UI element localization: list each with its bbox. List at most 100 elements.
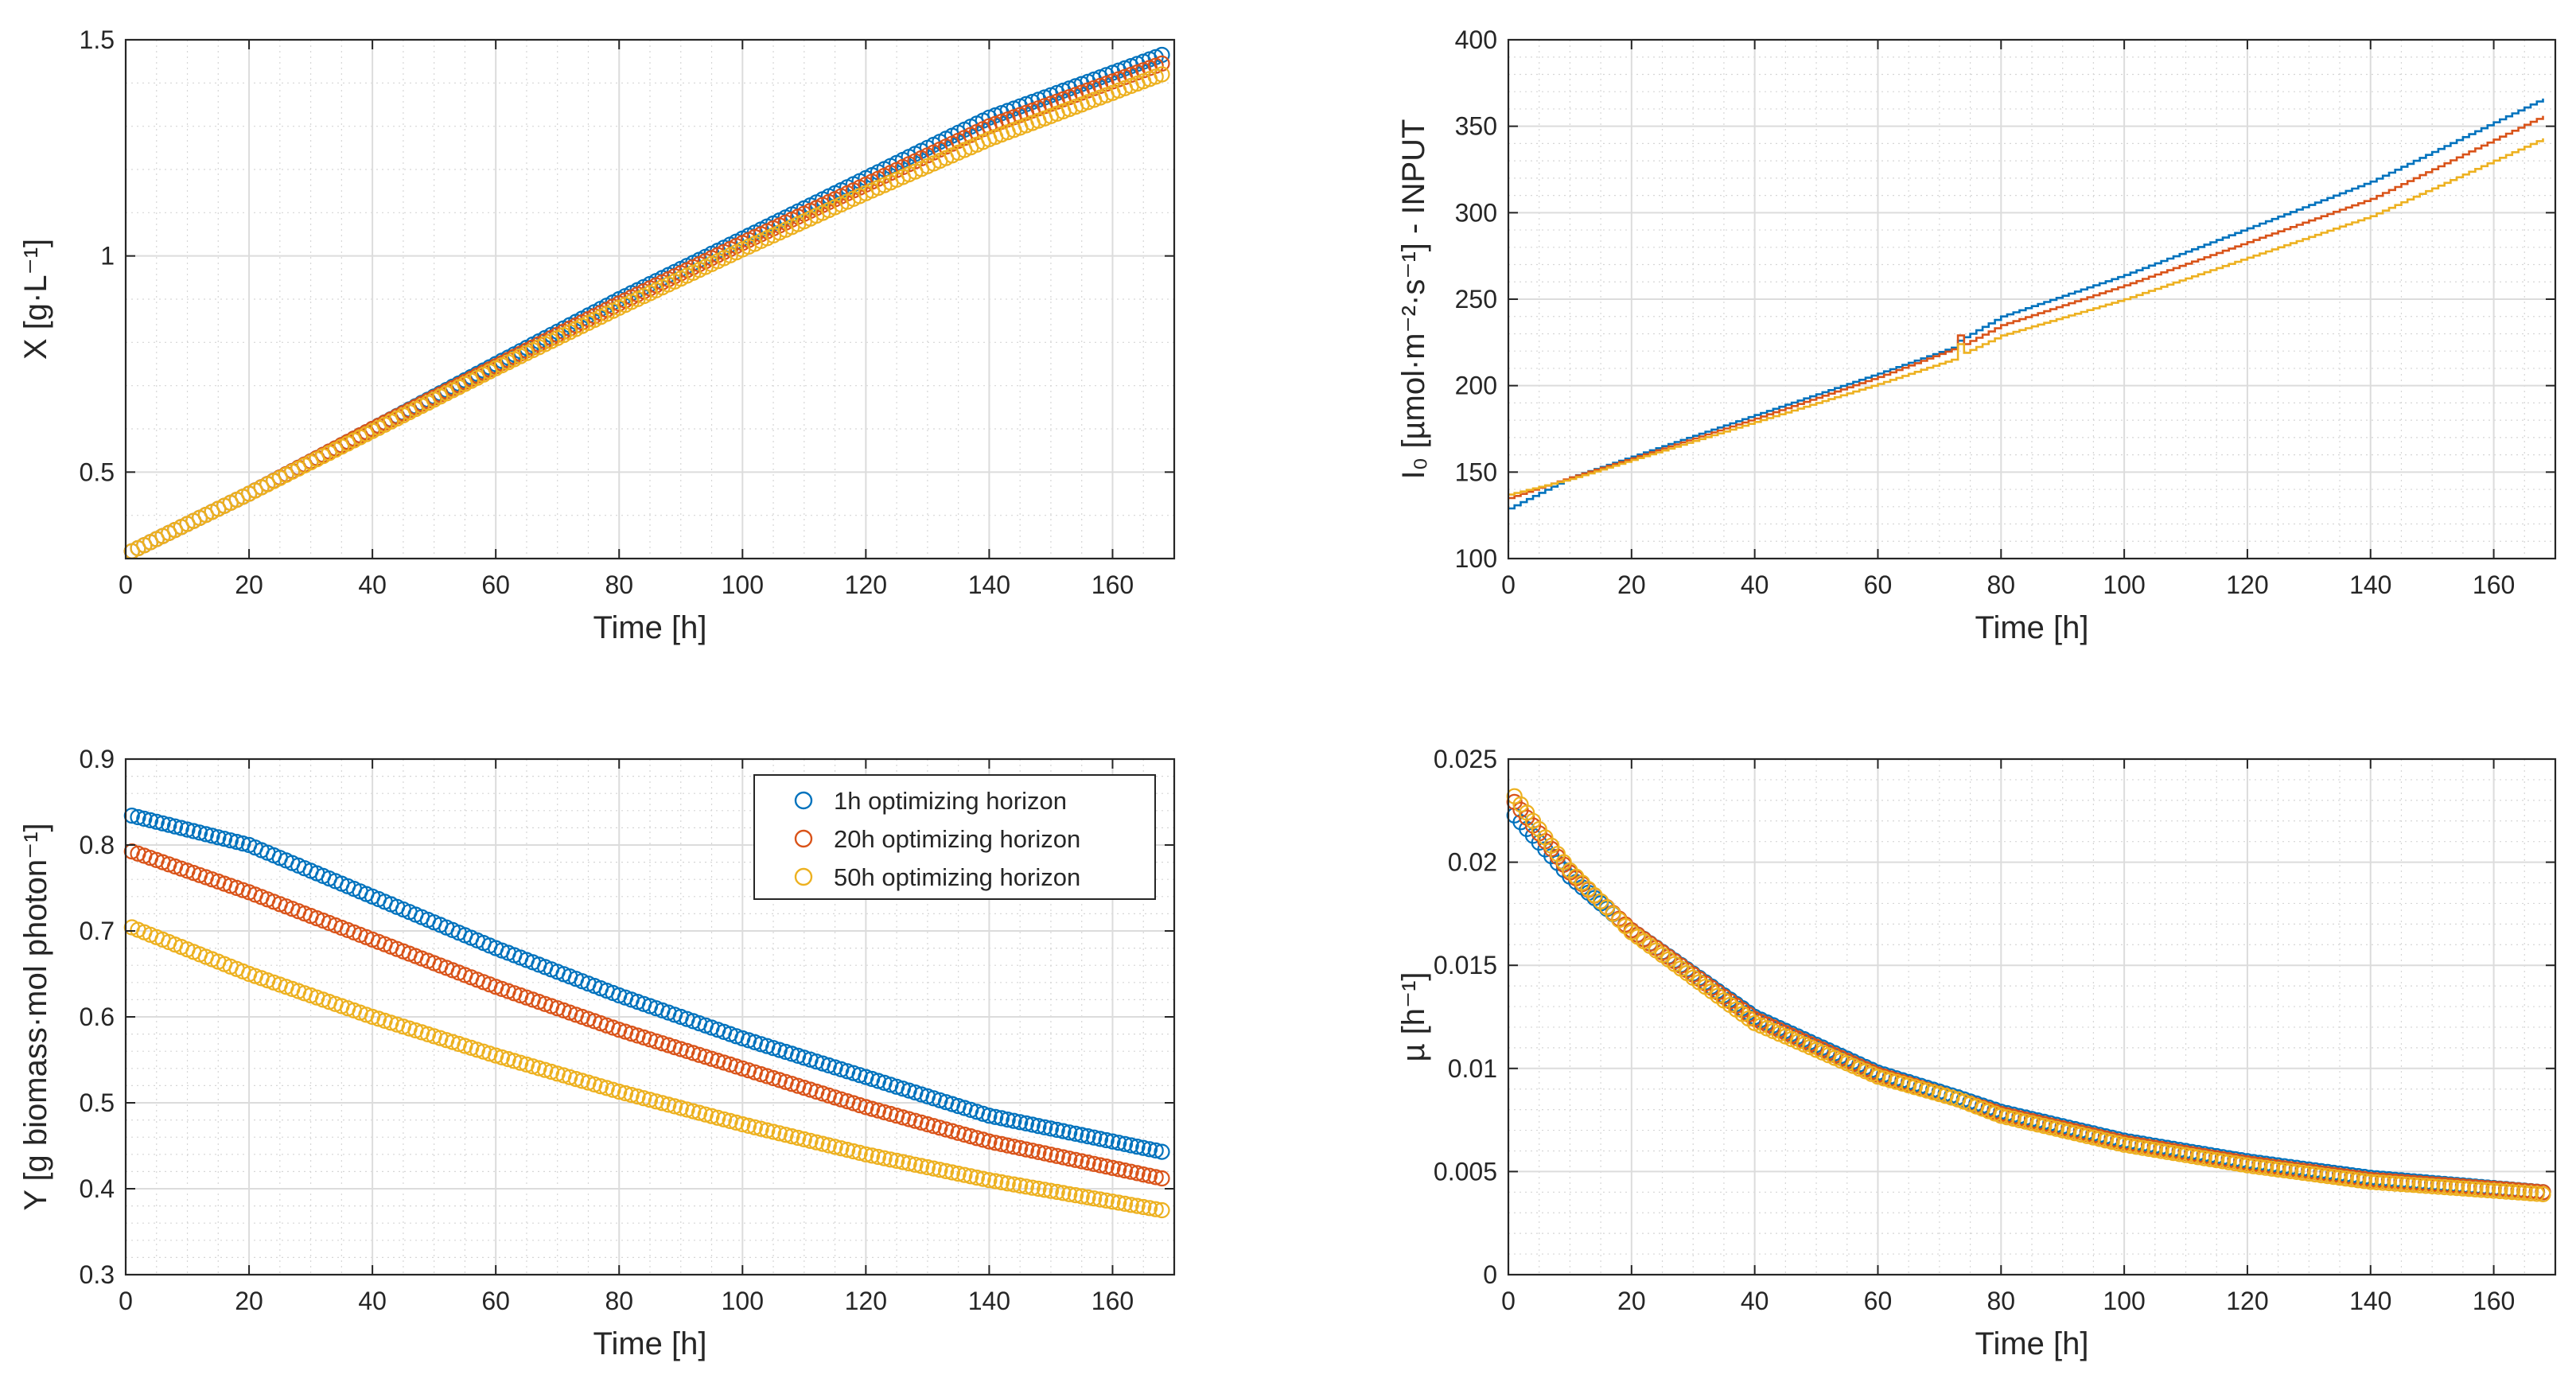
data-point	[2498, 1183, 2515, 1200]
data-point	[567, 1070, 585, 1088]
data-point	[2060, 1123, 2077, 1140]
data-point	[975, 1170, 991, 1187]
data-point	[1037, 1145, 1053, 1162]
data-point	[870, 1148, 887, 1166]
data-point	[2048, 1120, 2065, 1137]
data-point	[993, 1110, 1010, 1127]
data-point	[2177, 1147, 2194, 1163]
data-point	[1073, 1127, 1090, 1143]
data-point	[932, 1162, 948, 1178]
data-point	[1116, 1135, 1134, 1152]
data-point	[142, 812, 159, 829]
y-tick-label: 350	[1455, 112, 1497, 141]
data-point	[759, 1122, 776, 1139]
data-point	[2516, 1185, 2533, 1201]
data-point	[2473, 1182, 2490, 1198]
y-tick-label: 0.5	[80, 458, 115, 486]
legend-entry-label: 1h optimizing horizon	[834, 787, 1067, 815]
x-tick-label: 20	[1617, 1287, 1646, 1315]
x-tick-label: 80	[1986, 570, 2015, 599]
data-point	[1049, 1121, 1065, 1139]
data-point	[2116, 1136, 2133, 1153]
x-tick-label: 100	[722, 1287, 764, 1315]
legend-entry-label: 50h optimizing horizon	[834, 863, 1080, 891]
data-point	[1086, 1190, 1103, 1207]
x-tick-label: 80	[605, 1287, 633, 1315]
data-point	[2029, 1116, 2046, 1133]
data-point	[2011, 1112, 2028, 1129]
data-point	[722, 1112, 738, 1130]
data-point	[2454, 1180, 2471, 1197]
x-tick-label: 160	[1091, 1287, 1134, 1315]
data-point	[1055, 1123, 1072, 1139]
data-point	[987, 1135, 1004, 1151]
data-point	[1123, 1137, 1139, 1154]
data-point	[1012, 1139, 1029, 1157]
data-point	[697, 1106, 714, 1123]
data-point	[1154, 66, 1170, 83]
data-point	[999, 1137, 1016, 1154]
data-point	[1512, 796, 1529, 813]
x-tick-label: 60	[481, 570, 510, 599]
y-tick-label: 1.5	[80, 25, 115, 54]
data-point	[1104, 1194, 1121, 1210]
x-axis-label: Time [h]	[1975, 1326, 2089, 1361]
data-point	[586, 1076, 603, 1093]
y-axis-label: X [g·L⁻¹]	[18, 239, 53, 360]
data-point	[2430, 1178, 2446, 1195]
data-point	[2165, 1144, 2182, 1162]
data-point	[1147, 1142, 1164, 1159]
data-point	[1543, 837, 1560, 855]
data-point	[1080, 1127, 1096, 1145]
y-tick-label: 0.015	[1434, 951, 1497, 979]
data-point	[2054, 1122, 2071, 1139]
data-point	[1154, 55, 1170, 72]
data-point	[2233, 1156, 2250, 1173]
data-point	[654, 1095, 671, 1112]
data-point	[1018, 1141, 1035, 1158]
data-point	[2294, 1164, 2311, 1182]
legend: 1h optimizing horizon 20h optimizing hori…	[753, 774, 1156, 900]
x-tick-label: 140	[2349, 1287, 2391, 1315]
data-point	[907, 1112, 924, 1129]
data-point	[734, 1116, 751, 1133]
data-point	[488, 1047, 504, 1064]
data-point	[981, 1172, 998, 1189]
x-tick-label: 160	[2473, 1287, 2515, 1315]
data-point	[197, 826, 214, 843]
data-point	[1006, 1139, 1022, 1155]
x-tick-label: 140	[968, 1287, 1010, 1315]
data-point	[1154, 1201, 1170, 1219]
data-point	[493, 1049, 511, 1066]
data-point	[858, 1099, 874, 1116]
data-point	[1894, 1075, 1911, 1092]
data-point	[1024, 1143, 1041, 1159]
x-tick-label: 0	[1501, 570, 1516, 599]
data-point	[2344, 1171, 2360, 1188]
y-tick-label: 0.6	[80, 1003, 115, 1031]
data-point	[1073, 1188, 1090, 1205]
data-point	[1042, 1182, 1060, 1199]
data-point	[1086, 1155, 1103, 1172]
data-point	[2380, 1174, 2398, 1192]
series-1	[123, 807, 1170, 1160]
legend-marker	[794, 791, 813, 810]
data-point	[993, 1174, 1010, 1191]
data-point	[605, 1081, 621, 1098]
data-point	[1586, 886, 1603, 904]
x-tick-label: 0	[119, 1287, 133, 1315]
data-point	[1111, 1194, 1127, 1211]
series-3	[1506, 788, 2551, 1203]
data-point	[2141, 1140, 2158, 1158]
data-point	[2479, 1182, 2496, 1199]
y-tick-label: 0.005	[1434, 1157, 1497, 1186]
data-point	[2208, 1151, 2225, 1169]
data-point	[1111, 1135, 1127, 1151]
data-point	[2288, 1163, 2305, 1181]
data-point	[845, 1143, 862, 1160]
data-point	[2079, 1127, 2095, 1144]
data-point	[1006, 1176, 1022, 1193]
x-axis-label: Time [h]	[1975, 610, 2089, 645]
data-point	[2036, 1117, 2053, 1135]
data-point	[2110, 1135, 2127, 1152]
